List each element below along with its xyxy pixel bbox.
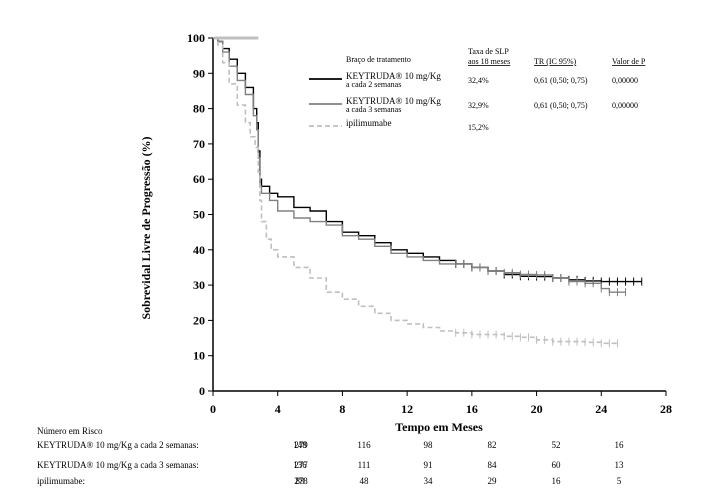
- at-risk-value: 91: [423, 460, 433, 470]
- x-axis-label: Tempo em Meses: [395, 420, 483, 434]
- y-tick-label: 60: [193, 172, 205, 186]
- at-risk-value: 0: [688, 476, 704, 486]
- y-tick-label: 20: [193, 313, 205, 327]
- legend-hr-1: 0,61 (0,50; 0,75): [534, 76, 588, 85]
- at-risk-value: 48: [359, 476, 369, 486]
- x-tick-label: 12: [401, 402, 413, 416]
- at-risk-value: 116: [357, 440, 371, 450]
- survival-curves: [213, 36, 643, 348]
- legend-name-2: KEYTRUDA® 10 mg/Kg: [346, 96, 441, 106]
- y-tick-label: 0: [199, 384, 205, 398]
- at-risk-value: 52: [551, 440, 561, 450]
- y-tick-label: 30: [193, 278, 205, 292]
- at-risk-value: 279: [294, 440, 308, 450]
- y-tick-label: 10: [193, 349, 205, 363]
- x-tick-label: 4: [275, 402, 281, 416]
- legend-name-1: KEYTRUDA® 10 mg/Kg: [346, 71, 441, 81]
- y-tick-label: 100: [187, 31, 205, 45]
- at-risk-value: 16: [551, 476, 561, 486]
- legend-header-rate-2: aos 18 meses: [468, 57, 510, 66]
- at-risk-value: 29: [487, 476, 497, 486]
- legend-rate-3: 15,2%: [468, 123, 489, 132]
- at-risk-value: 98: [423, 440, 433, 450]
- at-risk-value: 34: [423, 476, 433, 486]
- x-tick-label: 0: [210, 402, 216, 416]
- legend-header-p: Valor de P: [612, 57, 646, 66]
- x-tick-label: 8: [339, 402, 345, 416]
- legend-p-1: 0,00000: [612, 76, 638, 85]
- at-risk-row-label: ipilimumabe:: [37, 476, 85, 486]
- legend-header-hr: TR (IC 95%): [534, 57, 577, 66]
- y-tick-label: 80: [193, 102, 205, 116]
- curve-series-3: [213, 37, 618, 345]
- curve-series-2: [213, 37, 626, 293]
- at-risk-value: 148: [293, 440, 307, 450]
- at-risk-value: 277: [294, 460, 308, 470]
- at-risk-value: 5: [616, 476, 622, 486]
- legend-header-rate: Taxa de SLP: [468, 47, 509, 56]
- x-tick-label: 16: [466, 402, 478, 416]
- legend-hr-2: 0,61 (0,50; 0,75): [534, 101, 588, 110]
- y-axis-label: Sobrevidal Livre de Progressão (%): [139, 136, 153, 319]
- legend-name2-1: a cada 2 semanas: [346, 80, 401, 89]
- y-tick-label: 70: [193, 137, 205, 151]
- legend-rate-1: 32,4%: [468, 76, 489, 85]
- at-risk-value: 0: [688, 460, 704, 470]
- y-tick-label: 90: [193, 66, 205, 80]
- at-risk-value: 60: [551, 460, 561, 470]
- legend-name-3: ipilimumabe: [346, 118, 392, 128]
- legend-p-2: 0,00000: [612, 101, 638, 110]
- at-risk-value: 84: [487, 460, 497, 470]
- legend-header-arm: Braço de tratamento: [346, 55, 411, 64]
- y-tick-label: 40: [193, 243, 205, 257]
- axes: 0 10 20 30 40 50 60 70 80 90 100 0 4 8 12 16 20 24 28: [187, 31, 672, 416]
- x-tick-label: 20: [531, 402, 543, 416]
- x-tick-label: 24: [595, 402, 607, 416]
- at-risk-value: 111: [357, 460, 371, 470]
- at-risk-title: Número em Risco: [37, 426, 103, 436]
- at-risk-value: 88: [295, 476, 305, 486]
- legend-rate-2: 32,9%: [468, 101, 489, 110]
- y-tick-label: 50: [193, 208, 205, 222]
- at-risk-value: 82: [487, 440, 497, 450]
- at-risk-value: 136: [293, 460, 307, 470]
- x-tick-label: 28: [660, 402, 672, 416]
- legend-name2-2: a cada 3 semanas: [346, 105, 401, 114]
- at-risk-row-label: KEYTRUDA® 10 mg/Kg a cada 3 semanas:: [37, 460, 199, 470]
- at-risk-value: 13: [614, 460, 624, 470]
- at-risk-value: 278: [294, 476, 308, 486]
- at-risk-value: 16: [614, 440, 624, 450]
- at-risk-value: 0: [688, 440, 704, 450]
- at-risk-row-label: KEYTRUDA® 10 mg/Kg a cada 2 semanas:: [37, 440, 199, 450]
